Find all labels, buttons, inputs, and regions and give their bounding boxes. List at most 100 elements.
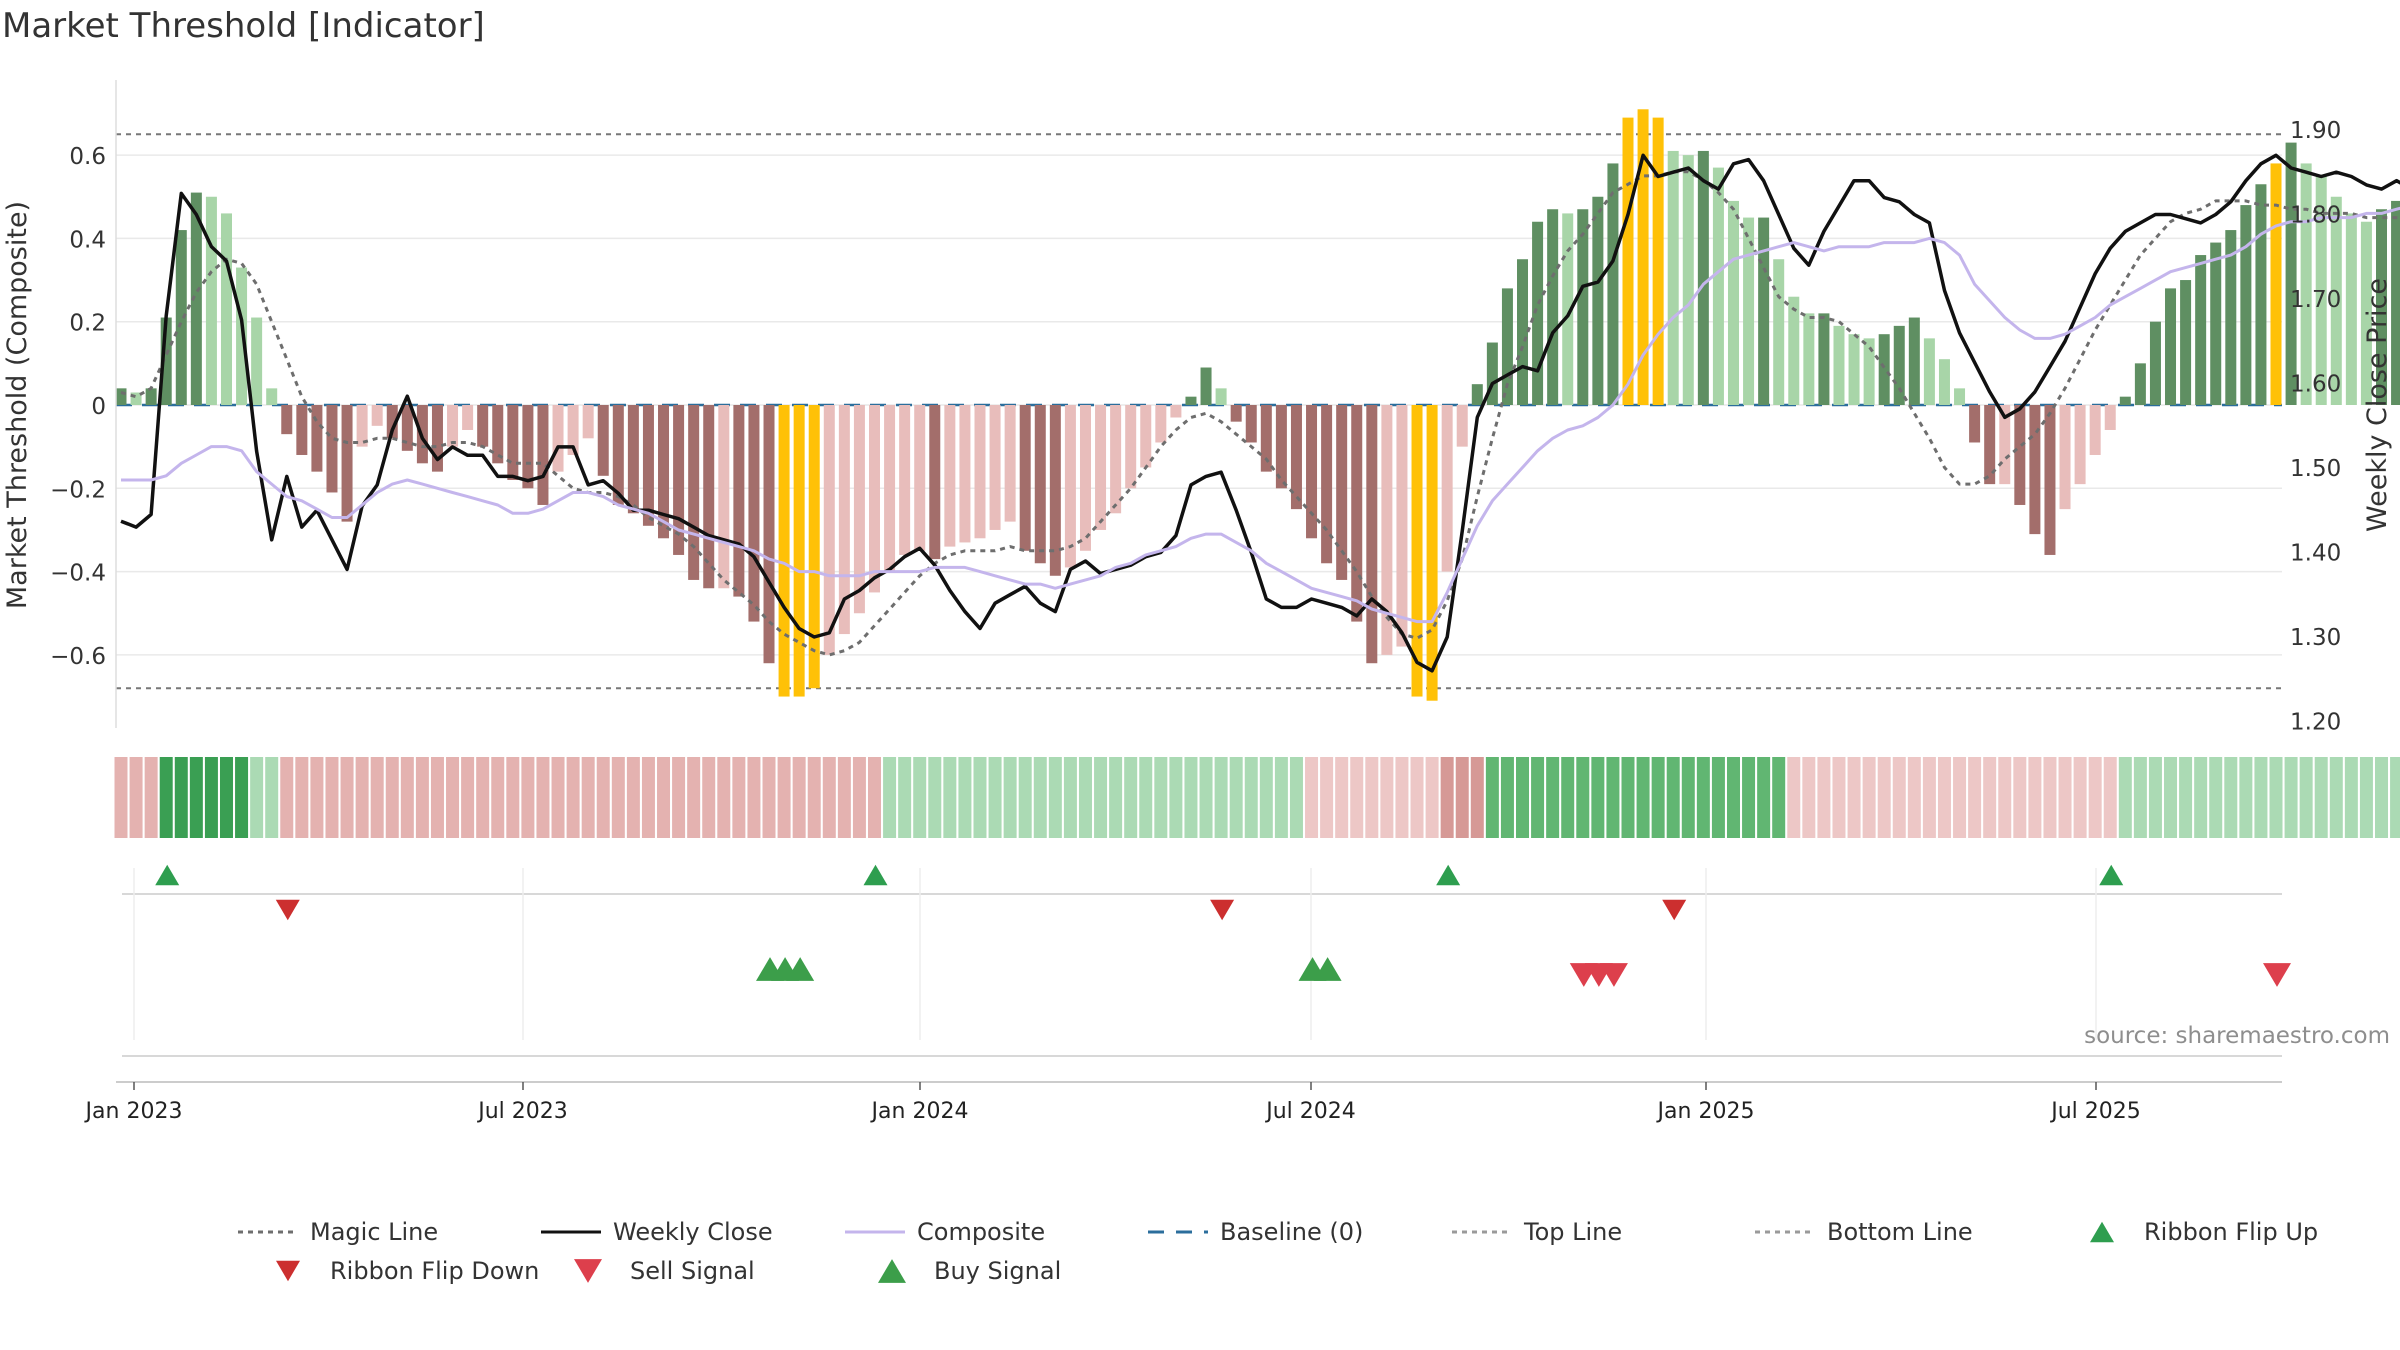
chart-title: Market Threshold [Indicator]	[2, 6, 485, 46]
ribbon-cell	[566, 757, 580, 838]
ribbon-cell	[611, 757, 625, 838]
composite-bar	[899, 405, 911, 555]
composite-bar	[2255, 184, 2267, 405]
ribbon-cell	[1485, 757, 1499, 838]
composite-bar	[266, 388, 278, 405]
composite-bar	[1517, 259, 1529, 405]
ribbon-cell	[265, 757, 279, 838]
y-right-tick-label: 1.90	[2290, 118, 2341, 144]
ribbon-cell	[1621, 757, 1635, 838]
composite-bar	[642, 405, 654, 526]
composite-bar	[1938, 359, 1950, 405]
ribbon-cell	[2118, 757, 2132, 838]
ribbon-cell	[310, 757, 324, 838]
composite-bar	[220, 213, 232, 405]
ribbon-cell	[2284, 757, 2298, 838]
composite-bar	[1984, 405, 1996, 485]
legend: Magic Line Weekly Close Composite Baseline …	[238, 1218, 2318, 1285]
ribbon-flip-down-marker	[1210, 899, 1235, 921]
ribbon-cell	[114, 757, 128, 838]
ribbon-cell	[521, 757, 535, 838]
ribbon-cell	[837, 757, 851, 838]
composite-bar	[477, 405, 489, 447]
composite-bar	[1562, 213, 1574, 405]
ribbon-cell	[641, 757, 655, 838]
ribbon-cell	[1606, 757, 1620, 838]
ribbon-cell	[1968, 757, 1982, 838]
ribbon-cell	[883, 757, 897, 838]
ribbon-cell	[189, 757, 203, 838]
composite-bar	[1999, 405, 2011, 485]
ribbon-cell	[1711, 757, 1725, 838]
composite-bar	[778, 405, 790, 697]
y-left-tick-label: 0.4	[69, 227, 106, 253]
legend-swatch-icon	[574, 1259, 602, 1283]
series-magic-line	[120, 170, 2400, 657]
legend-label: Ribbon Flip Up	[2144, 1218, 2318, 1246]
ribbon-cell	[1500, 757, 1514, 838]
composite-bar	[1200, 367, 1212, 405]
ribbon-flip-down-marker	[1662, 899, 1687, 921]
buy-signal-marker	[786, 957, 815, 981]
composite-bar	[673, 405, 685, 555]
legend-item: Top Line	[1452, 1218, 1622, 1246]
composite-bar	[1833, 325, 1845, 405]
composite-bar	[1607, 163, 1619, 405]
composite-bar	[2225, 230, 2237, 405]
composite-bar	[2089, 405, 2101, 455]
ribbon-cell	[672, 757, 686, 838]
ribbon-cell	[913, 757, 927, 838]
y-left-tick-label: −0.4	[50, 561, 106, 587]
composite-bar	[2360, 221, 2372, 405]
ribbon-cell	[1561, 757, 1575, 838]
ribbon-cell	[2375, 757, 2388, 838]
ribbon-cell	[2164, 757, 2178, 838]
composite-bar	[1381, 405, 1393, 655]
ribbon-cell	[325, 757, 339, 838]
legend-item: Composite	[845, 1218, 1045, 1246]
composite-bar	[1034, 405, 1046, 564]
ribbon-cell	[415, 757, 429, 838]
composite-bar	[2165, 288, 2177, 405]
x-tick-label: Jan 2023	[84, 1099, 183, 1124]
legend-label: Bottom Line	[1827, 1218, 1973, 1246]
y-left-tick-label: −0.6	[50, 644, 106, 670]
composite-bar	[1908, 317, 1920, 405]
ribbon-cell	[1395, 757, 1409, 838]
composite-bar	[311, 405, 323, 472]
composite-bar	[492, 405, 504, 464]
x-tick-label: Jul 2025	[2049, 1099, 2141, 1124]
composite-bar	[2029, 405, 2041, 535]
ribbon-cell	[2239, 757, 2253, 838]
ribbon-cell	[1772, 757, 1786, 838]
ribbon-cell	[1531, 757, 1545, 838]
legend-label: Buy Signal	[934, 1257, 1061, 1285]
composite-bar	[386, 405, 398, 439]
composite-bar	[627, 405, 639, 514]
ribbon-cell	[1922, 757, 1936, 838]
ribbon-cell	[1259, 757, 1273, 838]
composite-bar	[401, 405, 413, 451]
ribbon-cell	[2269, 757, 2283, 838]
composite-bar	[748, 405, 760, 622]
ribbon-cell	[295, 757, 309, 838]
ribbon-cell	[385, 757, 399, 838]
ribbon-cell	[1742, 757, 1756, 838]
composite-bar	[2149, 321, 2161, 405]
ribbon-cell	[2329, 757, 2343, 838]
y-right-tick-label: 1.80	[2290, 203, 2341, 229]
composite-bar	[1215, 388, 1227, 405]
composite-bar	[1878, 334, 1890, 405]
composite-bar	[1667, 150, 1679, 405]
ribbon-cell	[355, 757, 369, 838]
legend-item: Bottom Line	[1755, 1218, 1973, 1246]
composite-bar	[1004, 405, 1016, 522]
buy-signal-marker	[1313, 957, 1342, 981]
ribbon-cell	[2028, 757, 2042, 838]
composite-bar	[1803, 313, 1815, 405]
composite-bar	[296, 405, 308, 455]
ribbon-flip-down-marker	[275, 899, 300, 921]
ribbon-cell	[777, 757, 791, 838]
ribbon-cell	[581, 757, 595, 838]
